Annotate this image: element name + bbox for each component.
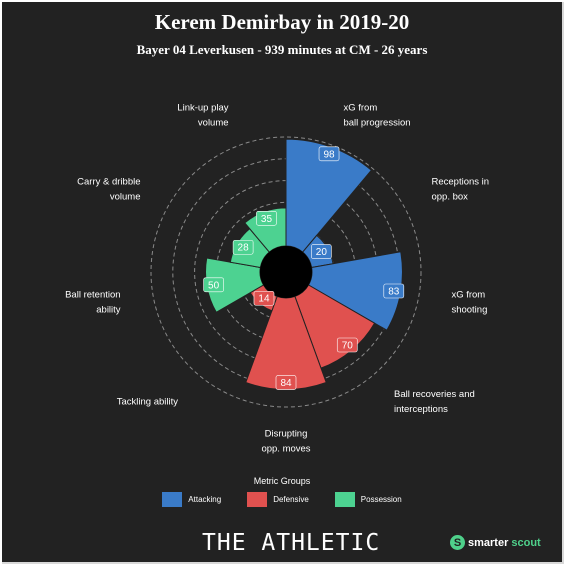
category-label-line: volume [110, 192, 141, 203]
legend-swatch [247, 492, 268, 507]
chart-subtitle: Bayer 04 Leverkusen - 939 minutes at CM … [136, 42, 428, 57]
value-label: 35 [261, 214, 273, 225]
value-badge [336, 337, 358, 353]
value-label: 70 [342, 341, 354, 352]
chart-title: Kerem Demirbay in 2019-20 [154, 10, 410, 34]
value-label: 28 [238, 243, 250, 254]
category-label-line: Ball retention [65, 290, 120, 301]
category-label: Ball recoveries and interceptions [394, 389, 475, 415]
value-badge [232, 239, 254, 255]
legend-swatch [162, 492, 183, 507]
legend: Attacking Defensive Possession [2, 492, 562, 507]
value-badge [253, 290, 275, 306]
category-label-line: Ball recoveries and [394, 389, 475, 400]
category-label-line: volume [198, 118, 229, 129]
legend-item: Possession [334, 492, 402, 507]
category-label: Tackling ability [117, 397, 178, 408]
value-badge [256, 210, 277, 226]
smarterscout-logo-text-2: scout [511, 536, 541, 549]
legend-label: Possession [360, 495, 402, 504]
value-badge [318, 146, 340, 162]
category-label-line: opp. box [431, 192, 468, 203]
legend-swatch [334, 492, 355, 507]
value-badge [203, 277, 224, 293]
category-label: Receptions in opp. box [431, 177, 489, 203]
value-label: 83 [388, 287, 400, 298]
category-label: Disrupting opp. moves [261, 429, 310, 455]
category-label-line: ability [96, 305, 121, 316]
category-label: Carry & dribble volume [77, 177, 140, 203]
legend-label: Defensive [273, 495, 309, 504]
category-label-line: interceptions [394, 404, 448, 415]
category-label-line: opp. moves [261, 444, 310, 455]
value-label: 50 [208, 280, 220, 291]
polar-chart: 98 20 83 70 84 14 50 28 35 xG from ball progressio… [65, 103, 489, 455]
value-badge [311, 244, 332, 259]
category-label-line: ball progression [343, 118, 410, 129]
value-badge [383, 283, 405, 299]
smarterscout-logo: S smarter scout [450, 535, 541, 550]
category-label-line: Disrupting [265, 429, 308, 440]
category-label: Link-up play volume [177, 103, 228, 129]
value-label: 14 [258, 294, 270, 305]
category-label: Ball retention ability [65, 290, 121, 316]
legend-label: Attacking [188, 495, 222, 504]
category-label-line: xG from [343, 103, 377, 114]
category-label-line: Link-up play [177, 103, 228, 114]
grid-ring [150, 136, 422, 408]
category-label-line: Receptions in [431, 177, 489, 188]
category-label: xG from shooting [451, 290, 487, 316]
legend-item: Attacking [162, 492, 221, 507]
category-label-line: xG from [451, 290, 485, 301]
value-label: 98 [323, 149, 335, 160]
legend-item: Defensive [247, 492, 309, 507]
category-label-line: Tackling ability [117, 397, 178, 408]
value-badge [275, 375, 297, 390]
the-athletic-logo: THE ATHLETIC [202, 530, 381, 556]
value-label: 84 [280, 378, 292, 389]
center-hole [260, 246, 312, 298]
smarterscout-logo-text-1: smarter [468, 536, 509, 549]
legend-title: Metric Groups [253, 476, 311, 486]
category-label: xG from ball progression [343, 103, 410, 129]
smarterscout-icon: S [450, 535, 465, 550]
value-label: 20 [316, 247, 328, 258]
category-label-line: Carry & dribble [77, 177, 140, 188]
category-label-line: shooting [451, 305, 487, 316]
